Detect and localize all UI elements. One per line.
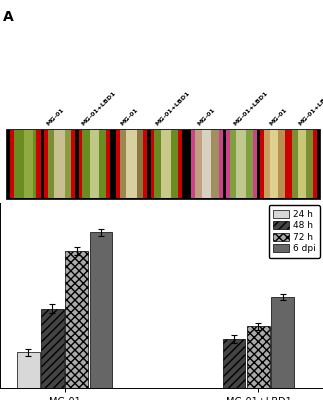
Text: MG-01: MG-01 [45,107,65,127]
FancyBboxPatch shape [161,130,171,198]
Bar [90,232,112,388]
FancyBboxPatch shape [202,130,211,198]
Text: 72 hpi: 72 hpi [193,208,223,218]
FancyBboxPatch shape [99,130,106,198]
FancyBboxPatch shape [54,130,65,198]
FancyBboxPatch shape [246,130,253,198]
FancyBboxPatch shape [71,130,75,198]
Bar [223,339,245,388]
FancyBboxPatch shape [171,130,178,198]
FancyBboxPatch shape [278,130,285,198]
FancyBboxPatch shape [10,130,14,198]
Text: MG-01: MG-01 [120,107,139,127]
FancyBboxPatch shape [236,130,246,198]
FancyBboxPatch shape [230,130,236,198]
FancyBboxPatch shape [78,130,82,198]
FancyBboxPatch shape [137,130,143,198]
FancyBboxPatch shape [65,130,71,198]
FancyBboxPatch shape [143,130,147,198]
FancyBboxPatch shape [298,130,307,198]
FancyBboxPatch shape [264,130,270,198]
FancyBboxPatch shape [14,130,24,198]
FancyBboxPatch shape [313,130,317,198]
FancyBboxPatch shape [33,130,36,198]
FancyBboxPatch shape [82,130,90,198]
FancyBboxPatch shape [307,130,313,198]
Text: MG-01+LBD1: MG-01+LBD1 [297,90,323,127]
FancyBboxPatch shape [292,130,298,198]
FancyBboxPatch shape [116,130,120,198]
Text: 0 h: 0 h [15,208,30,218]
FancyBboxPatch shape [195,130,202,198]
FancyBboxPatch shape [24,130,33,198]
FancyBboxPatch shape [48,130,54,198]
Bar [17,352,39,388]
Text: MG-01+LBD1: MG-01+LBD1 [233,90,269,127]
FancyBboxPatch shape [270,130,278,198]
FancyBboxPatch shape [178,130,182,198]
Legend: 24 h, 48 h, 72 h, 6 dpi: 24 h, 48 h, 72 h, 6 dpi [269,205,320,258]
FancyBboxPatch shape [151,130,154,198]
FancyBboxPatch shape [154,130,161,198]
FancyBboxPatch shape [6,129,320,199]
FancyBboxPatch shape [253,130,257,198]
Bar [65,251,88,388]
FancyBboxPatch shape [260,130,264,198]
FancyBboxPatch shape [211,130,219,198]
Text: MG-01+LBD1: MG-01+LBD1 [155,90,192,127]
FancyBboxPatch shape [126,130,137,198]
FancyBboxPatch shape [44,130,48,198]
Text: 6 dpi: 6 dpi [267,208,291,218]
Text: MG-01: MG-01 [268,107,288,127]
Bar [41,309,64,388]
Text: MG-01+LBD1: MG-01+LBD1 [81,90,117,127]
Text: 24 hpi: 24 hpi [51,208,81,218]
FancyBboxPatch shape [120,130,126,198]
Text: MG-01: MG-01 [197,107,217,127]
FancyBboxPatch shape [90,130,99,198]
Text: A: A [3,10,14,24]
FancyBboxPatch shape [106,130,110,198]
Bar [271,297,294,388]
FancyBboxPatch shape [288,130,292,198]
FancyBboxPatch shape [36,130,41,198]
FancyBboxPatch shape [226,130,230,198]
FancyBboxPatch shape [219,130,223,198]
Bar [247,326,270,388]
FancyBboxPatch shape [191,130,195,198]
FancyBboxPatch shape [285,130,288,198]
Text: 48 hpi: 48 hpi [119,208,149,218]
